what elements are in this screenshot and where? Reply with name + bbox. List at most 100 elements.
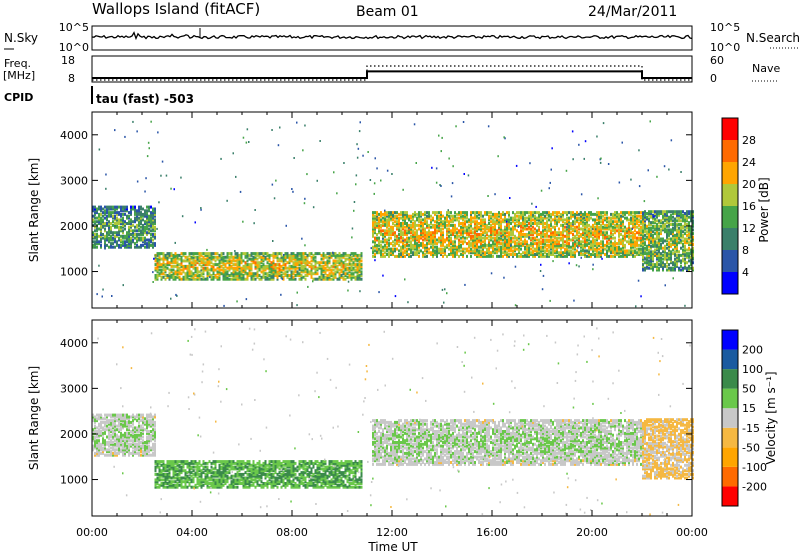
heat-cell [510, 227, 512, 231]
heat-cell [442, 247, 444, 251]
heat-cell [528, 247, 530, 251]
heat-speckle [577, 246, 579, 249]
heat-cell [682, 257, 684, 261]
heat-cell [172, 253, 175, 257]
heat-cell [508, 218, 510, 222]
heat-cell [658, 219, 660, 223]
heat-cell [320, 270, 323, 274]
heat-cell [584, 231, 586, 235]
heat-cell [138, 216, 140, 220]
heat-cell [104, 236, 106, 240]
heat-cell [390, 216, 392, 220]
heat-cell [154, 275, 157, 279]
heat-cell [104, 216, 106, 220]
heat-cell [490, 231, 492, 235]
heat-cell [128, 229, 130, 233]
heat-cell [564, 243, 566, 247]
heat-cell [402, 247, 404, 251]
heat-speckle [136, 130, 138, 133]
heat-cell [240, 261, 243, 265]
heat-cell [394, 242, 396, 246]
heat-cell [554, 216, 556, 220]
heat-cell [404, 231, 406, 235]
heat-cell [218, 277, 221, 281]
heat-cell [306, 270, 309, 274]
heat-cell [348, 266, 351, 270]
heat-cell [624, 253, 626, 256]
heat-cell [204, 257, 207, 261]
heat-cell [296, 257, 299, 261]
heat-cell [588, 238, 590, 242]
heat-cell [422, 231, 424, 235]
heat-speckle [539, 270, 542, 272]
heat-cell [386, 247, 388, 251]
heat-cell [570, 251, 572, 255]
heat-cell [446, 243, 448, 247]
heat-cell [108, 245, 110, 249]
heat-cell [592, 218, 594, 222]
heat-cell [504, 229, 506, 233]
heat-cell [664, 213, 666, 217]
heat-speckle [351, 227, 354, 230]
heat-cell [274, 255, 277, 259]
heat-cell [574, 240, 576, 244]
heat-cell [130, 207, 132, 211]
heat-cell [378, 236, 380, 240]
heat-cell [138, 205, 140, 209]
heat-cell [424, 216, 426, 220]
heat-cell [492, 245, 494, 249]
heat-cell [524, 227, 526, 231]
heat-cell [130, 233, 132, 236]
heat-cell [462, 253, 464, 256]
heat-cell [150, 240, 152, 244]
heat-cell [642, 213, 644, 217]
heat-cell [250, 259, 253, 263]
heat-cell [470, 225, 472, 229]
heat-cell [320, 257, 323, 261]
heat-cell [672, 268, 674, 272]
heat-cell [568, 236, 570, 240]
heat-speckle [96, 226, 98, 228]
heat-cell [670, 250, 672, 254]
heat-cell [652, 259, 654, 263]
heat-cell [658, 233, 660, 237]
heat-cell [378, 240, 380, 244]
heat-cell [298, 263, 301, 267]
heat-cell [684, 219, 686, 223]
heat-cell [664, 253, 666, 257]
heat-cell [258, 277, 261, 281]
heat-cell [300, 274, 303, 277]
heat-cell [674, 226, 676, 230]
heat-cell [454, 236, 456, 240]
heat-speckle [136, 180, 139, 183]
heat-cell [290, 272, 293, 276]
heat-speckle [235, 175, 237, 178]
heat-cell [320, 266, 323, 270]
heat-cell [142, 227, 144, 231]
heat-cell [242, 270, 245, 274]
heat-cell [372, 223, 374, 227]
heat-speckle [332, 251, 334, 254]
heat-cell [376, 251, 378, 255]
heat-cell [638, 243, 640, 247]
heat-cell [604, 223, 606, 227]
heat-cell [128, 238, 130, 242]
heat-cell [622, 251, 624, 255]
heat-cell [442, 254, 444, 258]
heat-cell [248, 274, 251, 277]
heat-cell [566, 254, 568, 258]
heat-cell [146, 222, 148, 225]
heat-cell [558, 216, 560, 220]
heat-speckle [349, 262, 351, 265]
heat-cell [290, 266, 293, 270]
heat-cell [294, 274, 297, 277]
heat-cell [338, 277, 341, 281]
heat-cell [686, 237, 688, 241]
heat-cell [244, 263, 247, 267]
heat-speckle [351, 236, 353, 239]
heat-cell [584, 249, 586, 253]
heat-cell [662, 212, 664, 215]
heat-cell [594, 254, 596, 258]
heat-cell [216, 263, 219, 267]
heat-cell [150, 214, 152, 218]
